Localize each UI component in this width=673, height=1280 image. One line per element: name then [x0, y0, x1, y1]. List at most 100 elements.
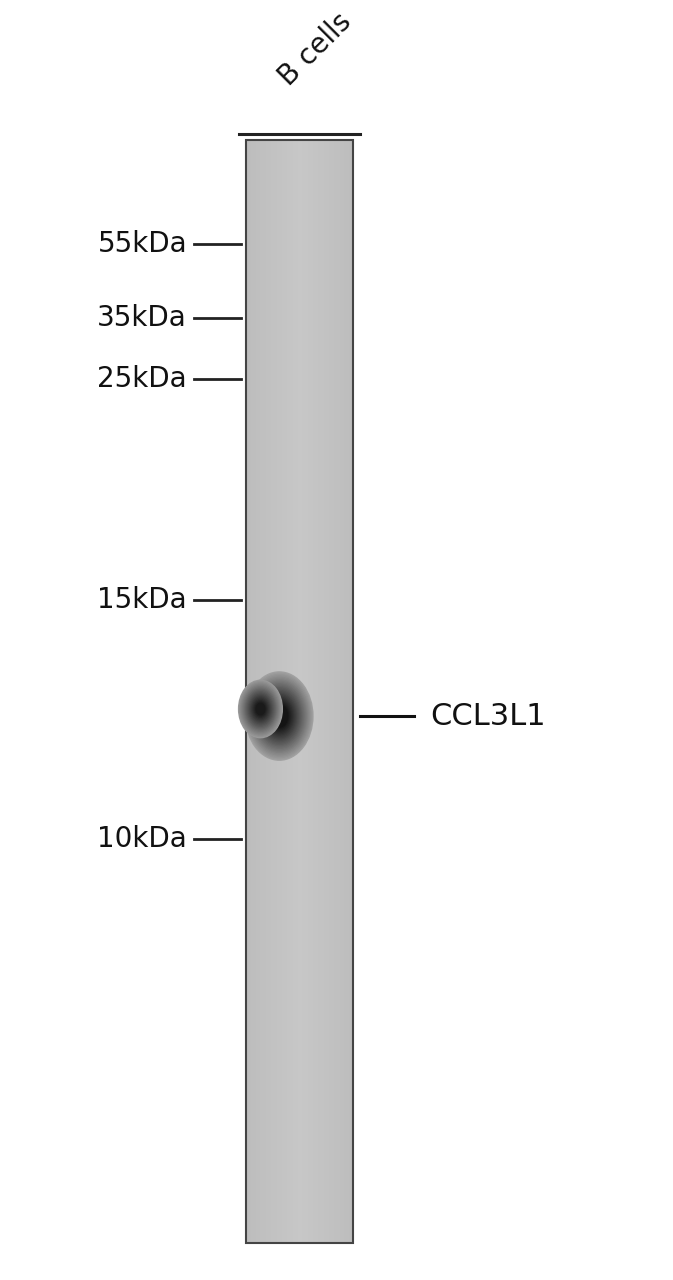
Bar: [340, 140, 342, 1243]
Ellipse shape: [250, 677, 309, 755]
Ellipse shape: [240, 682, 281, 735]
Bar: [247, 140, 249, 1243]
Ellipse shape: [252, 681, 306, 751]
Bar: [348, 140, 350, 1243]
Bar: [351, 140, 353, 1243]
Ellipse shape: [246, 673, 312, 759]
Ellipse shape: [246, 690, 275, 727]
Ellipse shape: [270, 704, 289, 728]
Bar: [263, 140, 265, 1243]
Ellipse shape: [248, 692, 273, 724]
Ellipse shape: [271, 705, 287, 727]
Bar: [266, 140, 268, 1243]
Text: B cells: B cells: [273, 8, 357, 91]
Bar: [302, 140, 304, 1243]
Bar: [343, 140, 345, 1243]
Bar: [312, 140, 314, 1243]
Bar: [298, 140, 300, 1243]
Bar: [347, 140, 349, 1243]
Bar: [313, 140, 315, 1243]
Bar: [328, 140, 330, 1243]
Bar: [282, 140, 284, 1243]
Ellipse shape: [254, 682, 305, 750]
Bar: [271, 140, 273, 1243]
Bar: [317, 140, 319, 1243]
Bar: [310, 140, 312, 1243]
Bar: [306, 140, 308, 1243]
Ellipse shape: [246, 689, 275, 728]
Bar: [309, 140, 311, 1243]
Bar: [333, 140, 335, 1243]
Bar: [256, 140, 258, 1243]
Ellipse shape: [268, 701, 291, 731]
Bar: [304, 140, 306, 1243]
Ellipse shape: [244, 687, 277, 730]
Bar: [321, 140, 323, 1243]
Bar: [252, 140, 254, 1243]
Bar: [301, 140, 303, 1243]
Bar: [339, 140, 341, 1243]
Bar: [269, 140, 271, 1243]
Bar: [320, 140, 322, 1243]
Bar: [258, 140, 260, 1243]
Ellipse shape: [264, 698, 293, 735]
Text: 25kDa: 25kDa: [98, 365, 187, 393]
Text: CCL3L1: CCL3L1: [431, 701, 546, 731]
Bar: [314, 140, 316, 1243]
Ellipse shape: [250, 678, 308, 754]
Ellipse shape: [254, 684, 304, 749]
Ellipse shape: [250, 695, 271, 722]
Ellipse shape: [256, 703, 264, 714]
Bar: [248, 140, 250, 1243]
Bar: [250, 140, 252, 1243]
Bar: [259, 140, 261, 1243]
Bar: [277, 140, 279, 1243]
Bar: [262, 140, 264, 1243]
Bar: [352, 140, 354, 1243]
Bar: [324, 140, 326, 1243]
Bar: [254, 140, 256, 1243]
Bar: [289, 140, 291, 1243]
Bar: [290, 140, 292, 1243]
Ellipse shape: [264, 696, 295, 736]
Ellipse shape: [260, 690, 299, 741]
Bar: [344, 140, 346, 1243]
Bar: [337, 140, 339, 1243]
Bar: [349, 140, 351, 1243]
Ellipse shape: [242, 685, 279, 732]
Ellipse shape: [248, 675, 311, 758]
Bar: [299, 140, 302, 1243]
Bar: [318, 140, 320, 1243]
Ellipse shape: [246, 672, 313, 760]
Ellipse shape: [252, 680, 307, 753]
Ellipse shape: [269, 703, 289, 730]
Bar: [332, 140, 334, 1243]
Bar: [270, 140, 272, 1243]
Bar: [341, 140, 343, 1243]
Bar: [329, 140, 331, 1243]
Text: 15kDa: 15kDa: [98, 585, 187, 613]
Bar: [275, 140, 277, 1243]
Ellipse shape: [249, 694, 272, 723]
Bar: [336, 140, 338, 1243]
Bar: [326, 140, 328, 1243]
Bar: [291, 140, 293, 1243]
Bar: [334, 140, 336, 1243]
Ellipse shape: [262, 692, 297, 739]
Bar: [246, 140, 248, 1243]
Ellipse shape: [238, 680, 282, 737]
Ellipse shape: [242, 684, 279, 733]
Bar: [330, 140, 332, 1243]
Bar: [286, 140, 288, 1243]
Bar: [273, 140, 275, 1243]
Text: 35kDa: 35kDa: [98, 303, 187, 332]
Ellipse shape: [258, 687, 301, 744]
Ellipse shape: [267, 700, 291, 732]
Bar: [345, 140, 347, 1243]
Bar: [278, 140, 280, 1243]
Ellipse shape: [240, 681, 281, 736]
Bar: [285, 140, 287, 1243]
Text: 55kDa: 55kDa: [98, 230, 187, 259]
Ellipse shape: [255, 701, 266, 716]
Bar: [295, 140, 297, 1243]
